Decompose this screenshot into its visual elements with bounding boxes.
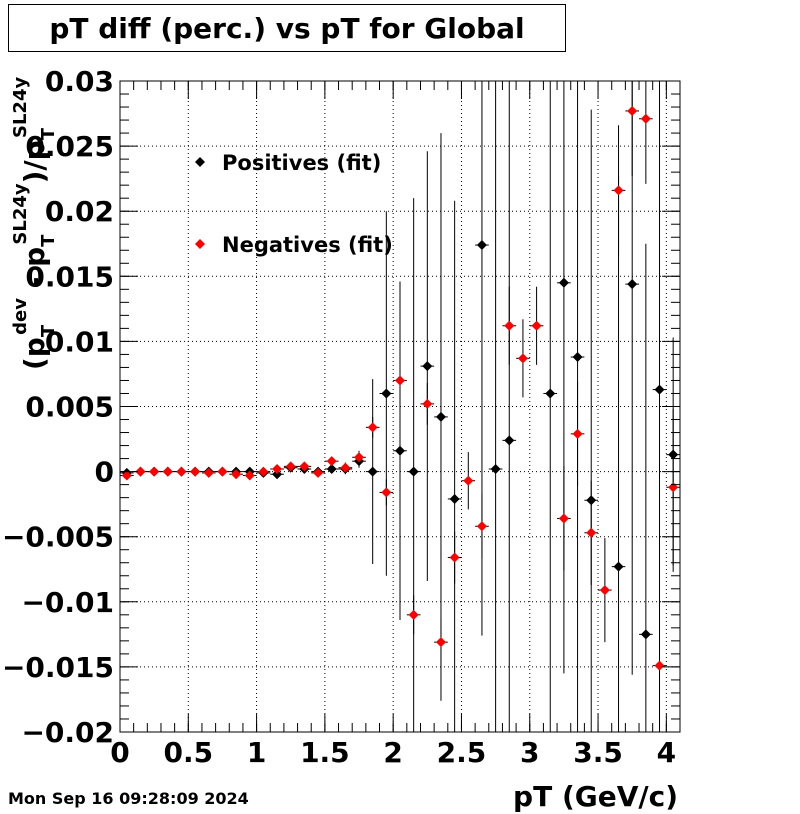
data-point — [613, 185, 624, 196]
y-tick-label: 0.025 — [25, 130, 114, 163]
data-point — [244, 470, 255, 481]
data-point — [422, 361, 433, 372]
series-layer — [120, 81, 680, 732]
chart-title: pT diff (perc.) vs pT for Global — [8, 4, 566, 52]
data-point — [190, 466, 201, 477]
legend: Positives (fit) Negatives (fit) — [195, 151, 393, 257]
data-point — [408, 609, 419, 620]
data-point — [449, 552, 460, 563]
data-point — [367, 422, 378, 433]
data-point — [640, 629, 651, 640]
y-tick-label: 0.02 — [45, 195, 114, 228]
data-point — [558, 277, 569, 288]
x-tick-label: 2.5 — [437, 736, 487, 769]
data-point — [285, 461, 296, 472]
data-point — [381, 487, 392, 498]
data-point — [572, 352, 583, 363]
y-tick-label: 0.03 — [45, 65, 114, 98]
data-point — [162, 466, 173, 477]
y-axis-title: (pTdev - pTSL24y)/pTSL24y — [10, 77, 59, 370]
x-tick-label: 1 — [247, 736, 266, 769]
data-point — [217, 466, 228, 477]
data-point — [586, 527, 597, 538]
data-point — [654, 384, 665, 395]
data-point — [435, 411, 446, 422]
x-tick-label: 0.5 — [163, 736, 213, 769]
legend-marker-positives — [195, 157, 205, 167]
data-point — [517, 353, 528, 364]
data-point — [449, 493, 460, 504]
y-tick-label: 0.01 — [45, 325, 114, 358]
x-tick-label: 2 — [383, 736, 402, 769]
y-tick-labels: 0.03 0.025 0.02 0.015 0.01 0.005 0 −0.005 −0.01 −… — [2, 65, 114, 749]
data-point — [176, 466, 187, 477]
data-point — [340, 462, 351, 473]
data-point — [613, 561, 624, 572]
data-point — [299, 461, 310, 472]
legend-label-positives: Positives (fit) — [222, 151, 381, 175]
x-tick-label: 3.5 — [573, 736, 623, 769]
y-tick-label: −0.015 — [2, 651, 114, 684]
data-point — [654, 660, 665, 671]
data-point — [367, 466, 378, 477]
x-axis-title: pT (GeV/c) — [513, 780, 678, 813]
x-tick-labels: 0 0.5 1 1.5 2 2.5 3 3.5 4 — [110, 736, 676, 769]
data-point — [258, 466, 269, 477]
data-point — [640, 113, 651, 124]
data-point — [395, 445, 405, 456]
x-tick-label: 4 — [657, 736, 676, 769]
data-point — [599, 585, 610, 596]
x-tick-label: 0 — [110, 736, 129, 769]
data-point — [476, 240, 487, 251]
data-point — [149, 466, 160, 477]
svg-text:(pTdev - pTSL24y)/pTSL24y: (pTdev - pTSL24y)/pTSL24y — [10, 77, 59, 370]
data-point — [435, 637, 446, 648]
data-point — [504, 435, 515, 446]
data-point — [627, 105, 638, 116]
x-tick-label: 3 — [520, 736, 539, 769]
data-point — [203, 467, 214, 478]
data-point — [326, 456, 337, 467]
data-point — [490, 463, 501, 474]
data-point — [627, 279, 638, 290]
y-tick-label: 0.005 — [25, 391, 114, 424]
y-tick-label: −0.01 — [21, 586, 114, 619]
data-point — [272, 463, 283, 474]
data-point — [531, 320, 542, 331]
data-point — [231, 469, 242, 480]
data-point — [121, 470, 132, 481]
data-point — [422, 398, 433, 409]
data-point — [558, 513, 569, 524]
data-point — [668, 482, 679, 493]
data-point — [313, 467, 324, 478]
y-tick-label: 0 — [95, 456, 114, 489]
legend-marker-negatives — [195, 239, 205, 249]
data-point — [572, 428, 583, 439]
timestamp: Mon Sep 16 09:28:09 2024 — [8, 789, 249, 808]
data-point — [408, 466, 419, 477]
data-point — [504, 320, 515, 331]
data-point — [476, 521, 487, 532]
x-tick-label: 1.5 — [300, 736, 350, 769]
y-tick-label: −0.02 — [21, 716, 114, 749]
series-negatives — [120, 81, 680, 731]
data-point — [272, 469, 283, 480]
y-tick-label: −0.005 — [2, 521, 114, 554]
data-point — [395, 375, 405, 386]
data-point — [135, 466, 146, 477]
axis-ticks — [119, 80, 681, 733]
data-point — [354, 452, 365, 463]
data-point — [463, 475, 474, 486]
data-point — [545, 388, 556, 399]
legend-label-negatives: Negatives (fit) — [222, 233, 393, 257]
data-point — [326, 463, 337, 474]
y-tick-label: 0.015 — [25, 260, 114, 293]
data-point — [381, 388, 392, 399]
